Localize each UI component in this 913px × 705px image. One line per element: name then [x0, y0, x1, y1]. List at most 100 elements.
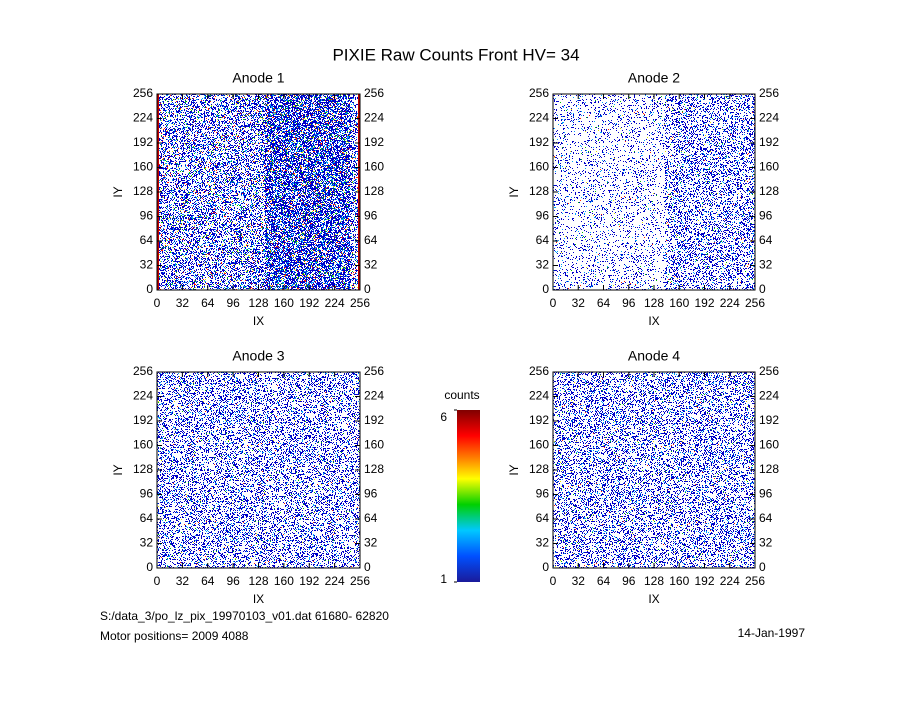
panel-title: Anode 3 — [232, 348, 284, 364]
x-tick-label: 64 — [597, 574, 611, 588]
speckle — [157, 372, 360, 568]
x-tick-label: 224 — [720, 574, 740, 588]
colorbar-tick-label: 1 — [440, 572, 447, 586]
y-tick-label: 128 — [529, 462, 549, 476]
x-axis-label: IX — [648, 314, 659, 328]
y-axis-label: IY — [111, 186, 125, 197]
y-tick-label: 256 — [133, 364, 153, 378]
colorbar-label: counts — [444, 388, 479, 402]
x-tick-label: 96 — [622, 296, 636, 310]
y-tick-label: 32 — [536, 536, 550, 550]
y-tick-label: 160 — [133, 160, 153, 174]
y-tick-label: 0 — [759, 560, 766, 574]
x-tick-label: 160 — [669, 574, 689, 588]
y-tick-label: 64 — [759, 233, 773, 247]
y-tick-label: 32 — [140, 258, 154, 272]
y-tick-label: 128 — [759, 462, 779, 476]
x-tick-label: 0 — [154, 296, 161, 310]
colorbar-tick-label: 6 — [440, 410, 447, 424]
y-tick-label: 160 — [529, 438, 549, 452]
y-tick-label: 256 — [133, 86, 153, 100]
y-tick-label: 160 — [759, 438, 779, 452]
y-tick-label: 224 — [364, 111, 384, 125]
y-tick-label: 0 — [542, 282, 549, 296]
y-tick-label: 128 — [133, 462, 153, 476]
y-tick-label: 192 — [364, 413, 384, 427]
y-tick-label: 96 — [364, 209, 378, 223]
x-axis-label: IX — [253, 592, 264, 606]
x-tick-label: 256 — [745, 296, 765, 310]
x-tick-label: 32 — [176, 296, 190, 310]
y-tick-label: 96 — [140, 487, 154, 501]
y-tick-label: 96 — [759, 487, 773, 501]
y-tick-label: 256 — [529, 364, 549, 378]
y-tick-label: 192 — [529, 135, 549, 149]
x-tick-label: 0 — [550, 574, 557, 588]
y-tick-label: 96 — [536, 487, 550, 501]
y-tick-label: 0 — [542, 560, 549, 574]
y-tick-label: 224 — [529, 389, 549, 403]
colorbar — [457, 410, 480, 582]
x-tick-label: 192 — [299, 296, 319, 310]
x-tick-label: 64 — [201, 574, 215, 588]
y-tick-label: 0 — [759, 282, 766, 296]
y-tick-label: 32 — [364, 258, 378, 272]
y-tick-label: 32 — [140, 536, 154, 550]
y-tick-label: 64 — [536, 233, 550, 247]
y-tick-label: 224 — [759, 389, 779, 403]
y-tick-label: 0 — [146, 560, 153, 574]
y-tick-label: 128 — [529, 184, 549, 198]
y-tick-label: 64 — [536, 511, 550, 525]
y-tick-label: 192 — [529, 413, 549, 427]
y-tick-label: 192 — [364, 135, 384, 149]
x-tick-label: 256 — [350, 296, 370, 310]
y-tick-label: 256 — [364, 86, 384, 100]
title: PIXIE Raw Counts Front HV= 34 — [332, 45, 579, 64]
x-tick-label: 192 — [694, 296, 714, 310]
y-tick-label: 256 — [529, 86, 549, 100]
y-tick-label: 192 — [759, 413, 779, 427]
x-tick-label: 256 — [350, 574, 370, 588]
speckle — [157, 94, 360, 290]
x-tick-label: 160 — [669, 296, 689, 310]
x-tick-label: 256 — [745, 574, 765, 588]
y-tick-label: 224 — [364, 389, 384, 403]
y-tick-label: 192 — [133, 135, 153, 149]
y-tick-label: 160 — [364, 160, 384, 174]
x-tick-label: 128 — [248, 296, 268, 310]
y-tick-label: 224 — [133, 111, 153, 125]
y-tick-label: 160 — [529, 160, 549, 174]
y-tick-label: 0 — [364, 560, 371, 574]
y-tick-label: 64 — [140, 233, 154, 247]
x-tick-label: 224 — [720, 296, 740, 310]
y-tick-label: 64 — [364, 233, 378, 247]
x-tick-label: 128 — [644, 296, 664, 310]
panel-title: Anode 1 — [232, 70, 284, 86]
panel-title: Anode 2 — [628, 70, 680, 86]
y-tick-label: 224 — [529, 111, 549, 125]
y-tick-label: 160 — [759, 160, 779, 174]
x-tick-label: 32 — [176, 574, 190, 588]
footer-motor: Motor positions= 2009 4088 — [100, 629, 249, 643]
x-tick-label: 96 — [226, 574, 240, 588]
y-tick-label: 192 — [759, 135, 779, 149]
footer-file: S:/data_3/po_lz_pix_19970103_v01.dat 616… — [100, 609, 389, 623]
y-tick-label: 224 — [759, 111, 779, 125]
y-axis-label: IY — [111, 464, 125, 475]
y-tick-label: 192 — [133, 413, 153, 427]
x-tick-label: 128 — [644, 574, 664, 588]
x-tick-label: 160 — [274, 296, 294, 310]
y-tick-label: 128 — [364, 462, 384, 476]
y-tick-label: 64 — [140, 511, 154, 525]
y-axis-label: IY — [507, 464, 521, 475]
y-tick-label: 96 — [140, 209, 154, 223]
y-tick-label: 128 — [133, 184, 153, 198]
speckle — [553, 372, 755, 568]
speckle — [553, 94, 755, 290]
y-tick-label: 128 — [364, 184, 384, 198]
x-tick-label: 224 — [325, 574, 345, 588]
y-tick-label: 224 — [133, 389, 153, 403]
y-tick-label: 96 — [759, 209, 773, 223]
y-tick-label: 0 — [146, 282, 153, 296]
